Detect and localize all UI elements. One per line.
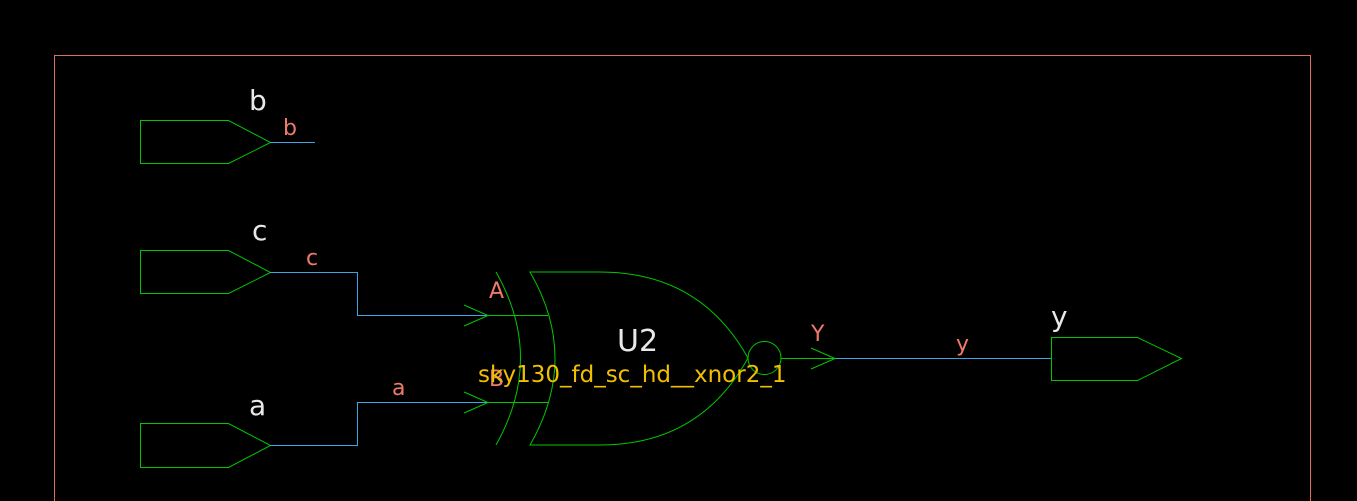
net-y[interactable]: y: [835, 332, 1052, 359]
xnor-gate-u2[interactable]: A B Y U2 sky130_fd_sc_hd__xnor2_1: [463, 271, 837, 446]
port-b-symbol: [140, 120, 272, 164]
net-c[interactable]: c: [270, 246, 488, 316]
input-port-b[interactable]: b: [140, 84, 272, 164]
port-y-symbol: [1051, 337, 1183, 381]
port-a-symbol: [140, 423, 272, 468]
wire-c: [270, 272, 488, 316]
pin-y-label: Y: [810, 322, 825, 347]
wire-a: [270, 402, 488, 446]
pin-a-label: A: [489, 279, 504, 304]
pin-a-arrow: [463, 304, 548, 327]
net-a-label: a: [392, 376, 405, 401]
port-c-label: c: [252, 214, 267, 247]
xnor-input-curve: [495, 271, 521, 446]
net-b-label: b: [283, 116, 297, 141]
gate-body: [529, 271, 749, 446]
port-y-label: y: [1051, 300, 1068, 333]
instance-name: U2: [617, 324, 658, 359]
pin-b-arrow: [463, 391, 548, 414]
net-a[interactable]: a: [270, 376, 488, 446]
port-b-label: b: [249, 84, 267, 117]
net-b[interactable]: b: [270, 116, 315, 143]
input-port-a[interactable]: a: [140, 389, 272, 468]
module-border: [54, 55, 1311, 501]
port-a-label: a: [249, 389, 266, 422]
output-port-y[interactable]: y: [1051, 300, 1183, 381]
net-c-label: c: [306, 246, 318, 271]
pin-b-label: B: [489, 367, 504, 392]
cell-name: sky130_fd_sc_hd__xnor2_1: [478, 362, 786, 388]
port-c-symbol: [140, 250, 272, 294]
net-y-label: y: [956, 332, 969, 357]
input-port-c[interactable]: c: [140, 214, 272, 294]
